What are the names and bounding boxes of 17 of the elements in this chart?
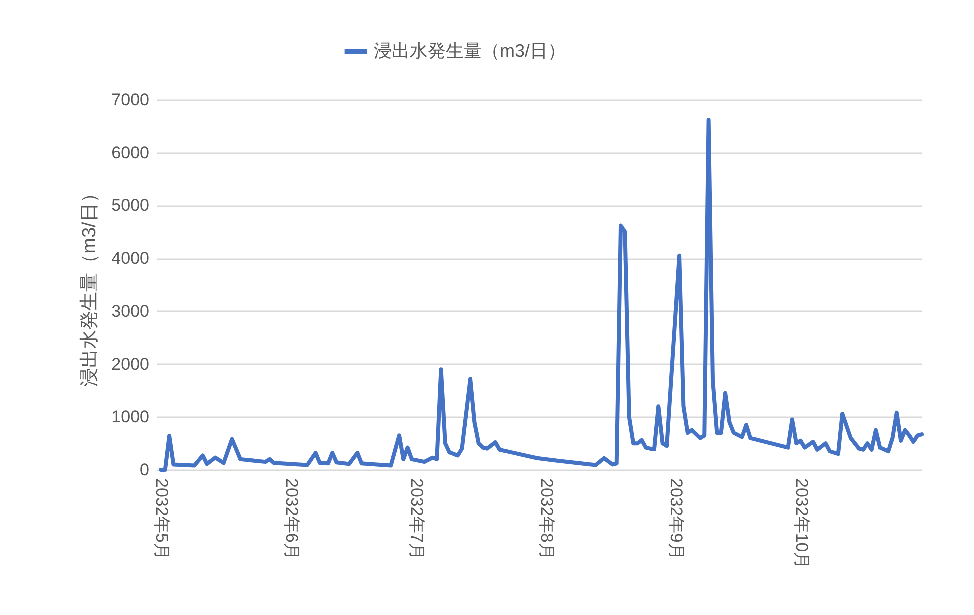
y-tick-label: 1000 [112, 408, 150, 427]
x-tick-label: 2032年5月 [152, 478, 172, 560]
y-axis-title: 浸出水発生量（m3/日） [80, 184, 101, 387]
y-tick-label: 3000 [112, 302, 150, 321]
y-tick-label: 2000 [112, 354, 150, 374]
y-tick-label: 0 [140, 460, 150, 480]
y-tick-label: 4000 [112, 249, 150, 268]
x-tick-label: 2032年8月 [537, 478, 556, 560]
line-series [159, 118, 924, 472]
y-tick-label: 6000 [112, 143, 150, 162]
x-tick-label: 2032年9月 [666, 478, 686, 560]
x-tick-label: 2032年6月 [282, 478, 302, 560]
legend-label: 浸出水発生量（m3/日） [374, 41, 566, 61]
x-tick-label: 2032年10月 [792, 478, 812, 570]
x-tick-label: 2032年7月 [408, 478, 427, 560]
y-tick-label: 7000 [112, 90, 150, 110]
y-tick-label: 5000 [112, 196, 150, 216]
